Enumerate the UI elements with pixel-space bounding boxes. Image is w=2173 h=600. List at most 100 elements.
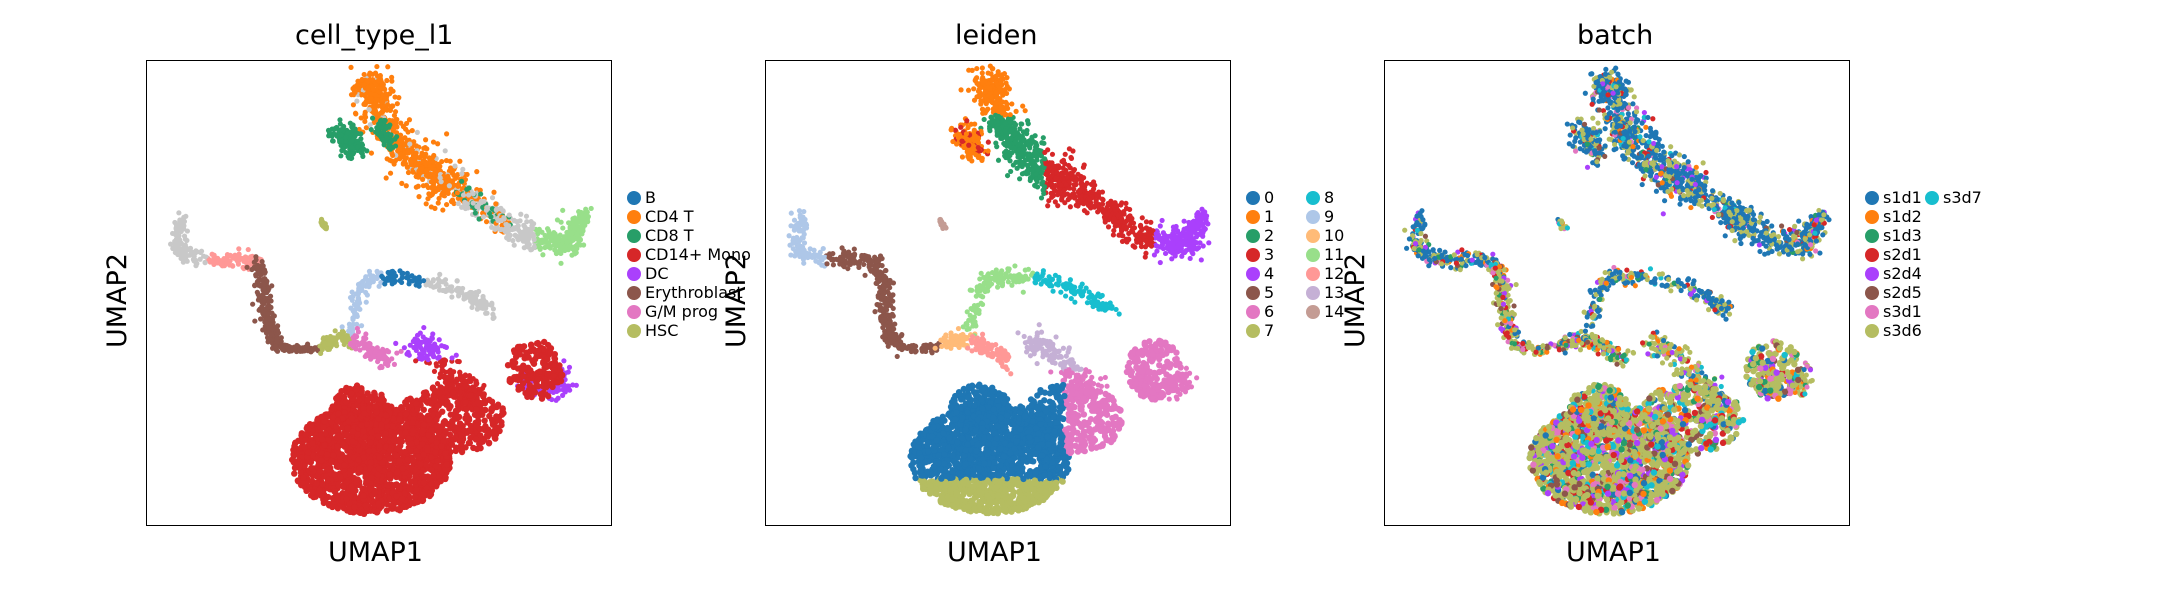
cell-point bbox=[354, 325, 360, 332]
cell-point bbox=[385, 64, 391, 70]
cell-point bbox=[397, 145, 403, 152]
cell-point bbox=[474, 306, 480, 312]
cell-point bbox=[529, 246, 535, 252]
cell-point bbox=[432, 341, 438, 347]
cell-point bbox=[463, 406, 470, 413]
cell-point bbox=[429, 351, 435, 357]
cell-point bbox=[459, 171, 465, 177]
cell-point bbox=[378, 279, 384, 286]
cell-point bbox=[540, 252, 546, 258]
cell-point bbox=[255, 270, 261, 276]
cell-point bbox=[388, 86, 394, 92]
cell-point bbox=[412, 400, 420, 408]
cell-point bbox=[332, 395, 340, 402]
cell-point bbox=[434, 457, 441, 465]
cell-point bbox=[280, 346, 286, 353]
cell-point bbox=[444, 374, 451, 380]
cell-point bbox=[362, 502, 370, 509]
cell-point bbox=[322, 223, 329, 230]
cell-point bbox=[429, 335, 435, 341]
cell-point bbox=[402, 135, 408, 141]
cell-point bbox=[373, 129, 379, 135]
cell-point bbox=[360, 492, 367, 499]
cell-point bbox=[476, 216, 482, 222]
cell-point bbox=[360, 82, 367, 88]
cell-point bbox=[454, 190, 460, 196]
cell-point bbox=[355, 396, 363, 404]
cell-point bbox=[274, 332, 280, 338]
cell-point bbox=[460, 166, 466, 172]
cell-point bbox=[380, 99, 386, 105]
cell-point bbox=[472, 210, 478, 216]
cell-point bbox=[477, 187, 483, 193]
cell-point bbox=[417, 412, 424, 419]
cell-point bbox=[480, 214, 487, 220]
cell-point bbox=[338, 153, 344, 159]
cell-point bbox=[558, 260, 564, 266]
cell-point bbox=[334, 494, 341, 501]
cell-point bbox=[564, 234, 571, 240]
cell-point bbox=[490, 306, 496, 312]
cell-point bbox=[479, 409, 486, 417]
cell-point bbox=[336, 331, 342, 337]
cell-point bbox=[467, 422, 475, 430]
cell-point bbox=[377, 365, 383, 371]
cell-point bbox=[439, 279, 445, 285]
cell-point bbox=[349, 138, 355, 144]
cell-point bbox=[417, 461, 424, 468]
cell-point bbox=[448, 284, 454, 290]
cell-point bbox=[470, 191, 476, 197]
cell-point bbox=[419, 356, 425, 362]
cell-point bbox=[553, 235, 559, 241]
cell-point bbox=[330, 404, 337, 411]
cell-point bbox=[356, 126, 362, 132]
cell-point bbox=[294, 461, 301, 468]
cell-point bbox=[390, 152, 396, 158]
cell-point bbox=[259, 277, 265, 283]
cell-point bbox=[358, 115, 364, 121]
cell-point bbox=[341, 462, 348, 469]
cell-point bbox=[348, 64, 354, 70]
cell-point bbox=[369, 83, 375, 90]
cell-point bbox=[350, 321, 356, 327]
cell-point bbox=[182, 236, 188, 242]
cell-point bbox=[502, 228, 508, 235]
cell-point bbox=[473, 380, 479, 386]
cell-point bbox=[385, 462, 392, 469]
cell-point bbox=[444, 178, 450, 184]
cell-point bbox=[380, 129, 386, 135]
cell-point bbox=[413, 358, 419, 364]
cell-point bbox=[500, 208, 506, 214]
cell-point bbox=[318, 457, 325, 464]
cell-point bbox=[455, 183, 461, 189]
cell-point bbox=[365, 78, 372, 85]
cell-point bbox=[363, 331, 369, 337]
cell-point bbox=[175, 235, 182, 242]
cell-point bbox=[554, 217, 561, 223]
cell-point bbox=[344, 424, 351, 432]
cell-point bbox=[566, 364, 573, 370]
cell-point bbox=[320, 424, 327, 431]
cell-point bbox=[398, 138, 404, 144]
cell-point bbox=[177, 226, 183, 232]
cell-point bbox=[456, 359, 462, 365]
cell-point bbox=[375, 78, 381, 84]
cell-point bbox=[452, 424, 460, 431]
cell-point bbox=[319, 481, 326, 488]
cell-point bbox=[518, 211, 524, 217]
cell-point bbox=[420, 421, 428, 429]
cell-point bbox=[407, 342, 413, 348]
cell-point bbox=[388, 269, 395, 275]
cell-point bbox=[355, 456, 362, 463]
cell-point bbox=[547, 349, 554, 357]
cell-point bbox=[388, 138, 394, 145]
cell-point bbox=[471, 386, 478, 394]
cell-point bbox=[192, 250, 198, 256]
cell-point bbox=[436, 164, 442, 170]
cell-point bbox=[367, 279, 373, 286]
cell-point bbox=[372, 70, 379, 76]
cell-point bbox=[361, 146, 367, 152]
cell-point bbox=[383, 481, 390, 488]
cell-point bbox=[420, 479, 427, 487]
cell-point bbox=[316, 486, 323, 494]
